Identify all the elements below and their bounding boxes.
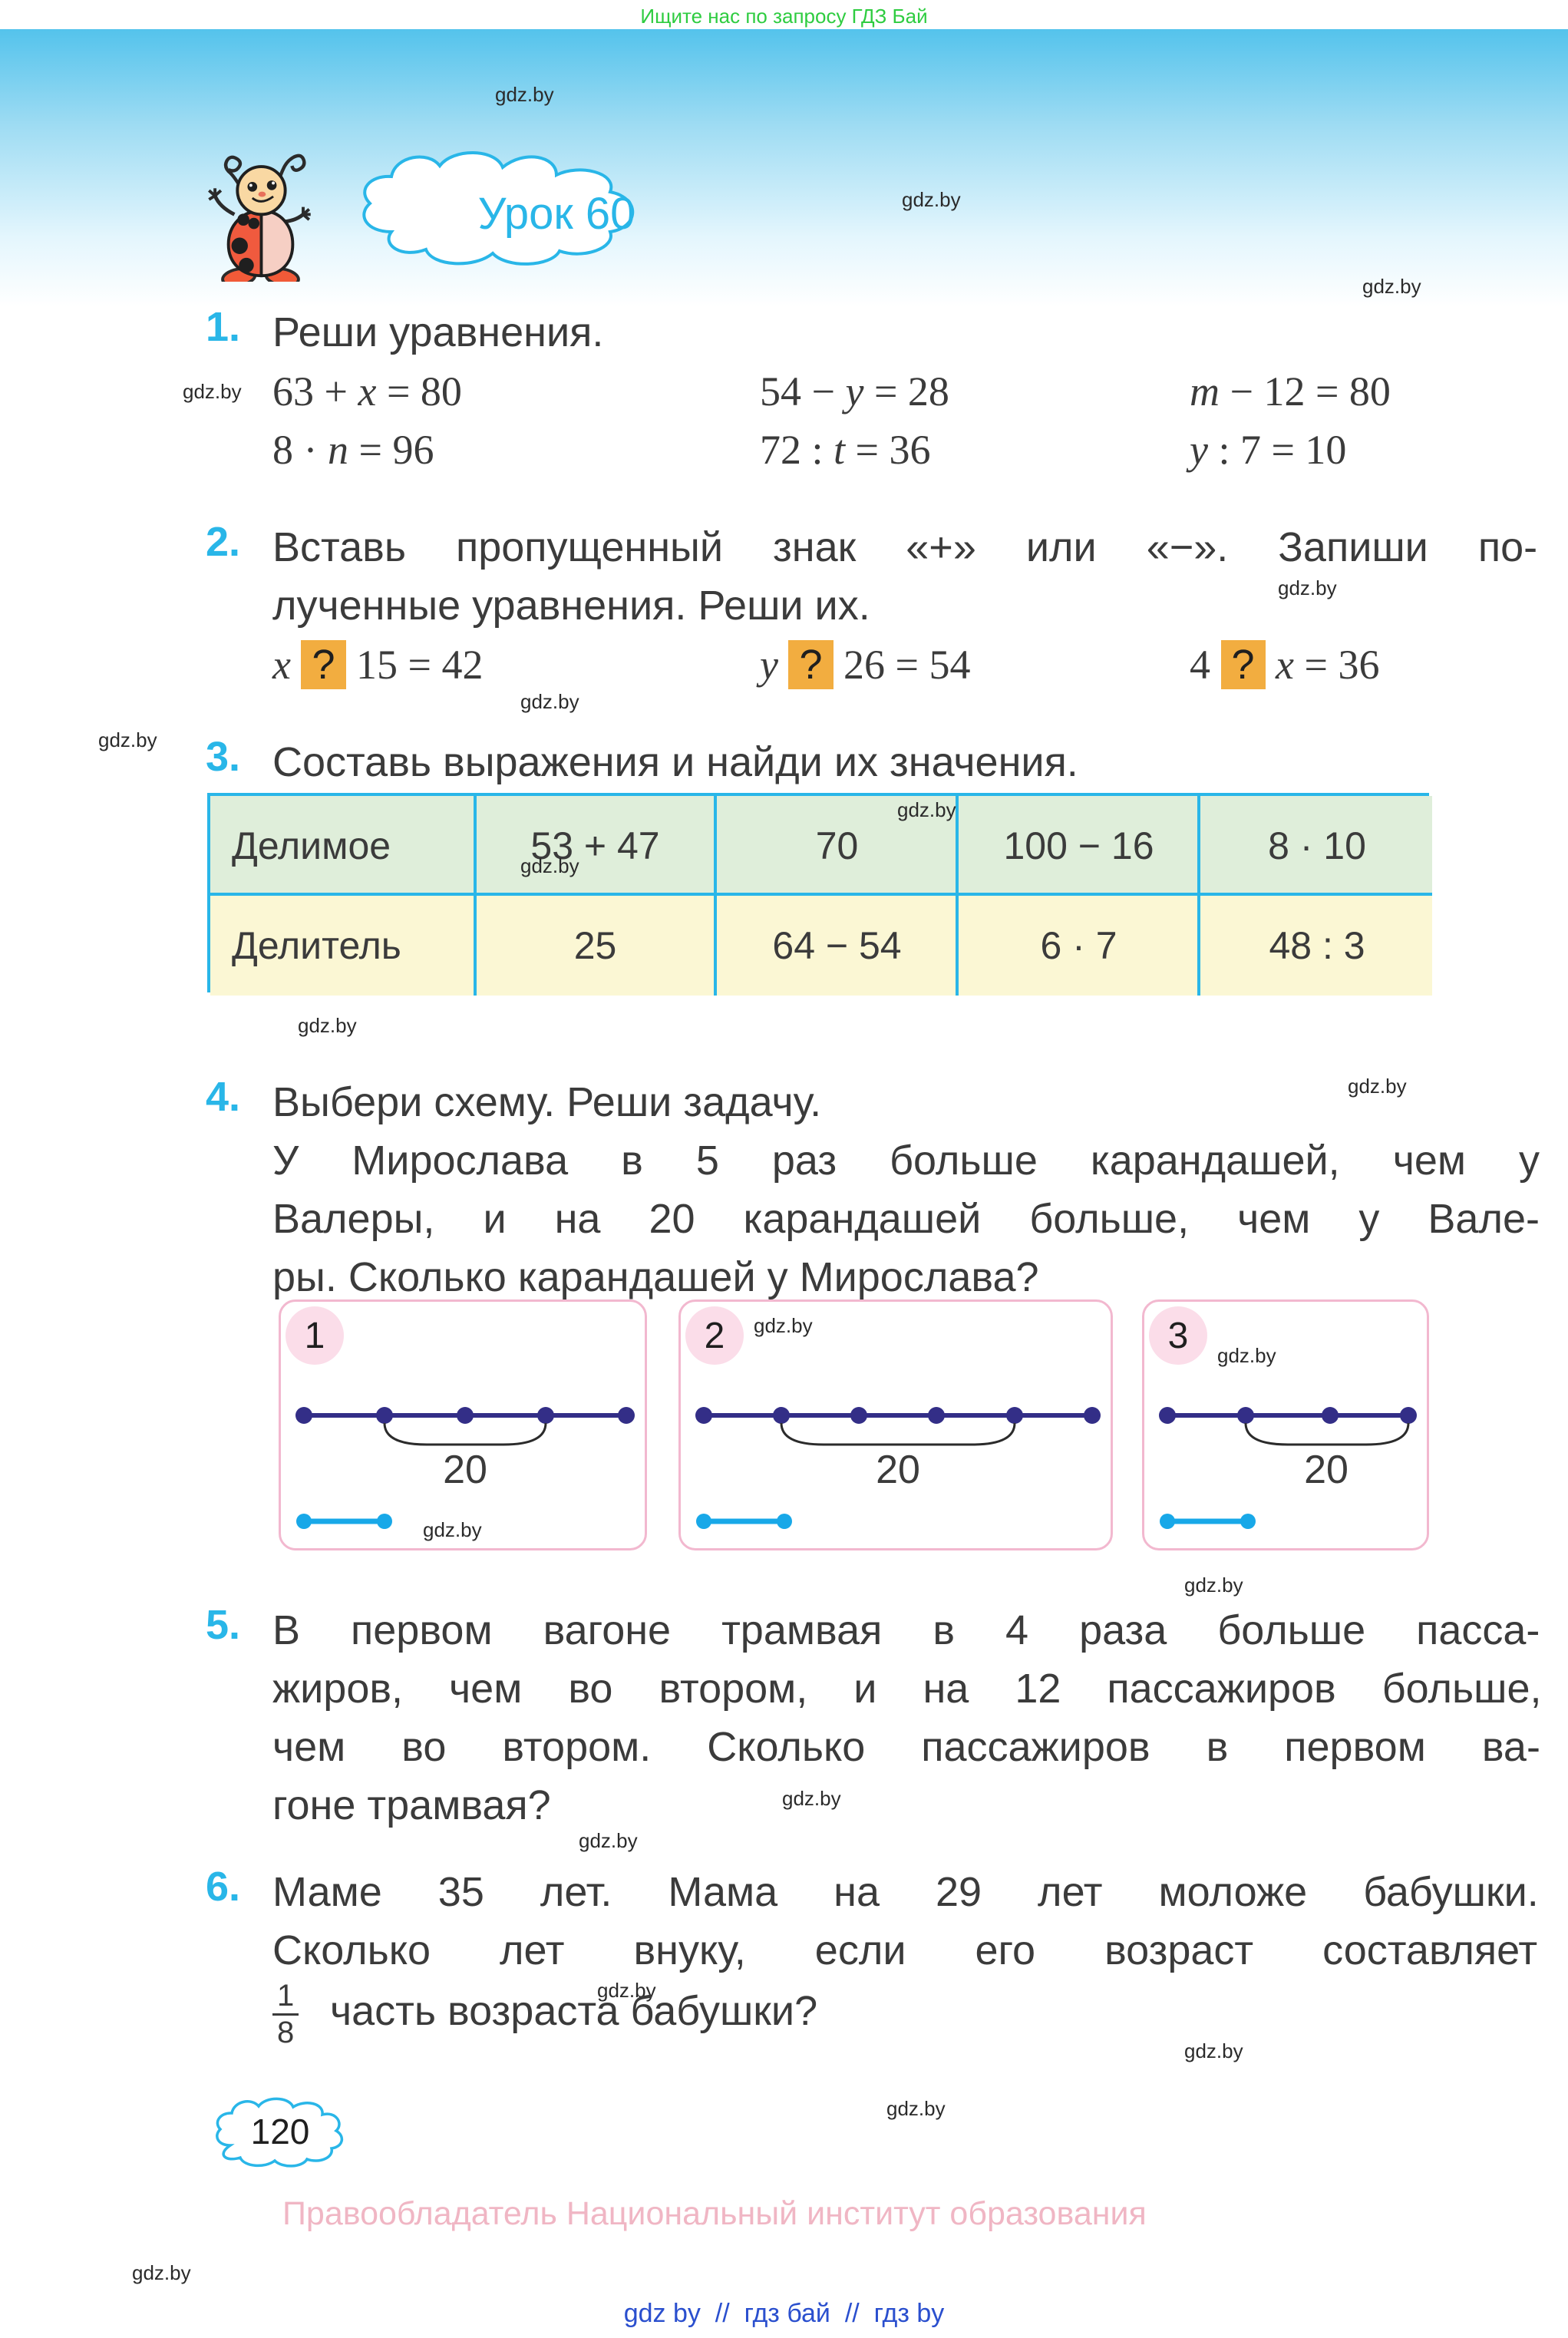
svg-text:120: 120 xyxy=(251,2112,310,2151)
svg-text:20: 20 xyxy=(1304,1448,1348,1492)
svg-text:20: 20 xyxy=(876,1448,920,1492)
svg-text:Урок 60: Урок 60 xyxy=(478,189,635,239)
svg-text:20: 20 xyxy=(443,1448,487,1492)
